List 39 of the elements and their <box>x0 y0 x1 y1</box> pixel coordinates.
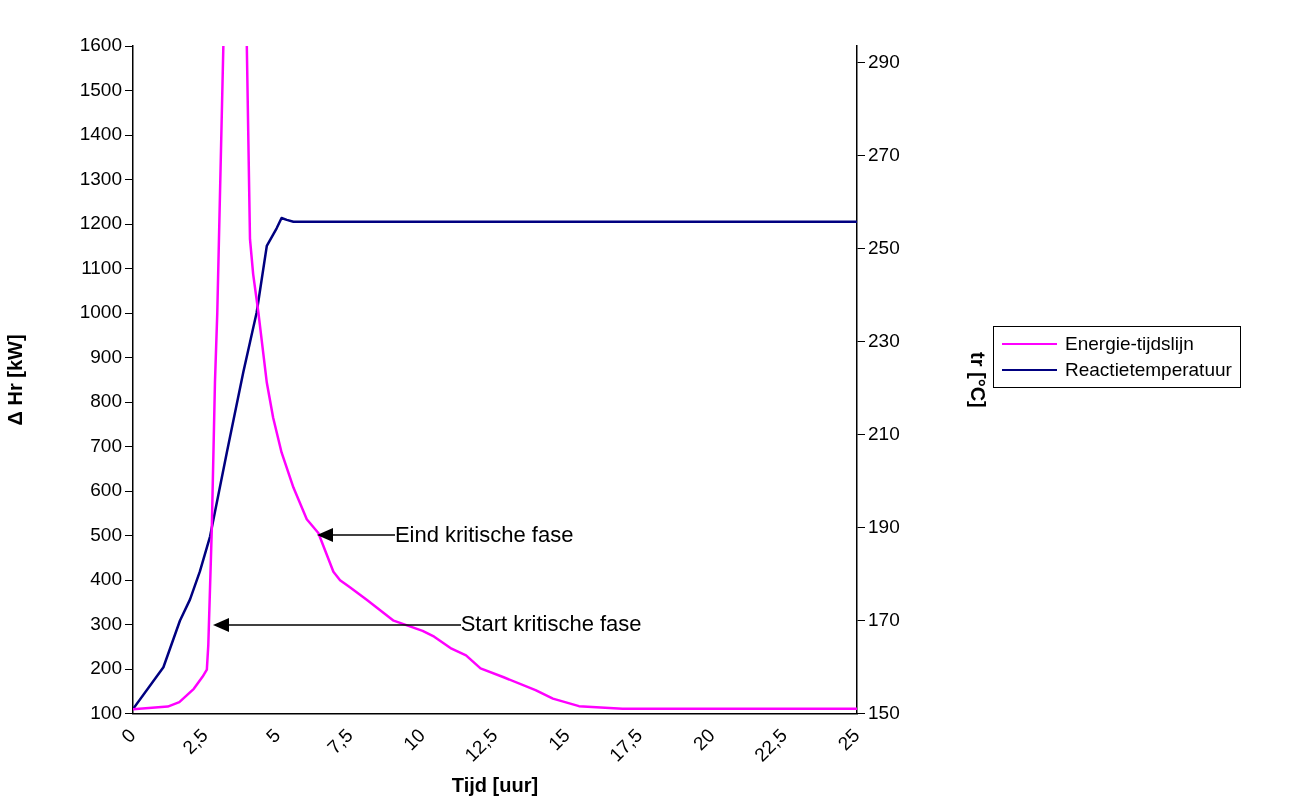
x-tick-label: 15 <box>544 724 574 755</box>
y-tick-label: 1200 <box>79 212 122 234</box>
y-tick-label: 1100 <box>81 256 122 278</box>
y2-tick-label: 270 <box>868 143 900 165</box>
y-tick-label: 800 <box>90 390 122 412</box>
y-tick-label: 1300 <box>79 167 122 189</box>
y2-tick-label: 290 <box>868 50 900 72</box>
y-tick-label: 1000 <box>79 301 122 323</box>
y-tick-label: 600 <box>90 479 122 501</box>
x-axis-title: Tijd [uur] <box>451 773 539 796</box>
y-tick-label: 700 <box>90 434 122 456</box>
y-tick-label: 300 <box>90 612 122 634</box>
y-tick-label: 400 <box>90 568 122 590</box>
legend-label: Reactietemperatuur <box>1065 357 1232 382</box>
y-tick-label: 500 <box>90 523 122 545</box>
x-tick-label: 2,5 <box>178 724 212 758</box>
y2-tick-label: 250 <box>868 236 900 258</box>
y2-tick-label: 170 <box>868 608 900 630</box>
y-axis-title: Δ Hr [kW] <box>3 334 26 426</box>
y2-tick-label: 210 <box>868 422 900 444</box>
x-tick-label: 0 <box>117 724 140 747</box>
y2-tick-label: 230 <box>868 329 900 351</box>
x-tick-label: 25 <box>833 724 864 755</box>
annotation: Start kritische fase <box>460 610 642 636</box>
y-tick-label: 200 <box>90 657 122 679</box>
x-tick-label: 7,5 <box>323 724 357 758</box>
y-tick-label: 100 <box>90 701 122 723</box>
y-tick-label: 900 <box>90 345 122 367</box>
y2-tick-label: 190 <box>868 515 900 537</box>
x-tick-label: 10 <box>399 724 430 755</box>
y-tick-label: 1600 <box>79 34 122 56</box>
y2-axis-title: tr [°C] <box>967 351 990 408</box>
y-tick-label: 1500 <box>79 78 122 100</box>
x-tick-label: 20 <box>688 724 719 755</box>
legend-label: Energie-tijdslijn <box>1065 331 1194 356</box>
y2-tick-label: 150 <box>868 701 900 723</box>
annotation: Eind kritische fase <box>394 521 574 547</box>
y-tick-label: 1400 <box>79 123 122 145</box>
x-tick-label: 5 <box>262 724 285 747</box>
